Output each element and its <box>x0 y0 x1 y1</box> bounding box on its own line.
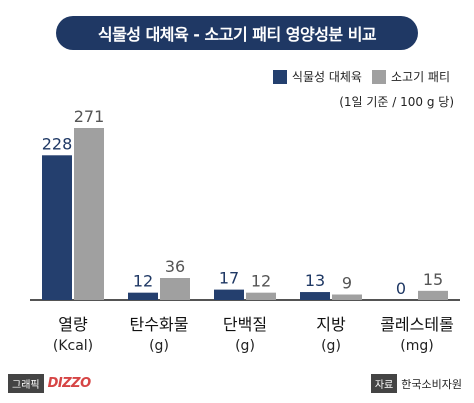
graphic-tag: 그래픽 <box>8 374 44 393</box>
data-label-2-0: 17 <box>219 269 239 288</box>
bar-3-0 <box>300 292 330 300</box>
publisher-logo: DIZZO <box>47 376 92 391</box>
footer-source: 자료 한국소비자원 <box>370 374 462 393</box>
data-label-1-1: 36 <box>165 257 185 276</box>
source-tag: 자료 <box>370 374 398 393</box>
source-text: 한국소비자원 <box>401 377 462 391</box>
bar-2-0 <box>214 289 244 300</box>
bar-1-1 <box>160 278 190 300</box>
category-unit-3: (g) <box>321 338 341 354</box>
bar-1-0 <box>128 292 158 300</box>
category-unit-4: (mg) <box>400 338 433 354</box>
category-label-3: 지방 <box>316 315 346 334</box>
footer-credit: 그래픽 DIZZO <box>8 374 91 393</box>
data-label-3-1: 9 <box>342 274 352 293</box>
category-label-0: 열량 <box>58 315 88 334</box>
category-unit-2: (g) <box>235 338 255 354</box>
legend-swatch-beef <box>371 69 386 84</box>
bar-3-1 <box>332 294 362 300</box>
category-label-1: 탄수화물 <box>130 315 189 334</box>
category-label-2: 단백질 <box>223 315 267 334</box>
data-label-4-1: 15 <box>423 270 443 289</box>
bar-2-1 <box>246 292 276 300</box>
unit-note: (1일 기준 / 100 g 당) <box>339 95 454 109</box>
data-label-2-1: 12 <box>251 272 271 291</box>
bar-0-0 <box>42 155 72 300</box>
category-unit-0: (Kcal) <box>53 338 93 354</box>
legend: 식물성 대체육 소고기 패티 <box>263 68 450 85</box>
legend-label-plant: 식물성 대체육 <box>291 70 362 84</box>
data-label-1-0: 12 <box>133 272 153 291</box>
legend-label-beef: 소고기 패티 <box>390 70 450 84</box>
category-label-4: 콜레스테롤 <box>380 315 454 334</box>
data-label-0-1: 271 <box>74 107 105 126</box>
chart-title: 식물성 대체육 - 소고기 패티 영양성분 비교 <box>56 16 418 50</box>
legend-swatch-plant <box>272 69 287 84</box>
data-label-0-0: 228 <box>42 134 73 153</box>
bar-4-1 <box>418 290 448 300</box>
data-label-3-0: 13 <box>305 271 325 290</box>
category-unit-1: (g) <box>149 338 169 354</box>
bar-0-1 <box>74 128 104 300</box>
data-label-4-0: 0 <box>396 279 406 298</box>
